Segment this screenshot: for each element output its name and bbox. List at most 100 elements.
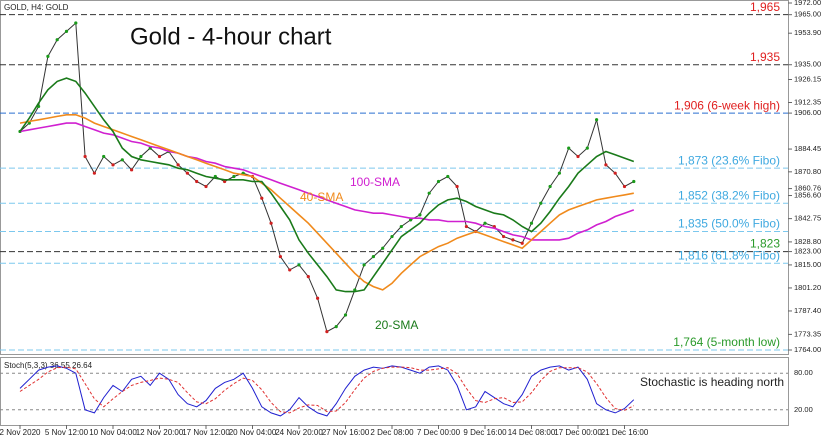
stoch-tick-label: 80.00 <box>794 368 813 377</box>
price-point <box>260 196 264 200</box>
stoch-line <box>19 366 635 414</box>
price-point <box>74 21 78 25</box>
price-point <box>632 179 636 184</box>
stoch-frame <box>0 357 789 426</box>
price-point <box>567 146 571 150</box>
x-tick-label: 20 Nov 04:00 <box>229 428 277 437</box>
x-tick-label: 27 Nov 16:00 <box>322 428 370 437</box>
price-point <box>362 263 366 267</box>
x-tick-label: 14 Dec 08:00 <box>508 428 556 437</box>
price-point <box>399 224 403 229</box>
price-point <box>111 163 115 167</box>
price-point <box>102 154 106 159</box>
price-point <box>278 254 282 259</box>
price-point <box>529 221 534 225</box>
y-tick-label: 1912.35 <box>794 97 821 106</box>
price-point <box>511 238 515 242</box>
y-tick-label: 1870.80 <box>794 167 821 176</box>
x-tick-label: 24 Nov 20:00 <box>275 428 323 437</box>
y-tick-label: 1935.00 <box>794 60 821 69</box>
y-tick-label: 1815.00 <box>794 260 821 269</box>
main-frame <box>0 0 789 355</box>
y-tick-label: 1965.00 <box>794 10 821 19</box>
price-point <box>157 154 162 159</box>
price-point <box>483 221 487 225</box>
level-label: 1,816 (61.8% Fibo) <box>678 248 780 262</box>
price-point <box>288 268 292 272</box>
price-point <box>297 263 301 267</box>
price-point <box>585 146 589 150</box>
price-point <box>204 184 208 189</box>
price-point <box>306 274 310 279</box>
level-label: 1,873 (23.6% Fibo) <box>678 153 780 167</box>
price-point <box>139 154 143 159</box>
price-point <box>334 325 338 329</box>
price-point <box>269 221 273 225</box>
price-point <box>604 163 608 167</box>
y-tick-label: 1787.40 <box>794 306 821 315</box>
price-point <box>595 118 599 122</box>
price-point <box>520 241 524 245</box>
x-tick-label: 7 Dec 00:00 <box>417 428 461 437</box>
level-label: 1,764 (5-month low) <box>673 335 780 349</box>
price-point <box>436 179 441 184</box>
price-point <box>548 184 552 189</box>
y-tick-label: 1856.60 <box>794 191 821 200</box>
price-point <box>55 38 59 42</box>
x-tick-label: 5 Nov 12:00 <box>45 428 89 437</box>
price-point <box>446 174 450 179</box>
y-tick-label: 1860.76 <box>794 184 821 193</box>
y-tick-label: 1972.00 <box>794 0 821 7</box>
y-tick-label: 1801.20 <box>794 283 821 292</box>
level-label: 1,906 (6-week high) <box>674 98 780 112</box>
y-tick-label: 1842.75 <box>794 214 821 223</box>
price-point <box>381 246 385 250</box>
price-point <box>176 163 180 167</box>
y-tick-label: 1773.35 <box>794 329 821 338</box>
x-tick-label: 9 Dec 16:00 <box>463 428 507 437</box>
y-tick-label: 1953.90 <box>794 28 821 37</box>
x-tick-label: 17 Dec 00:00 <box>554 428 602 437</box>
price-point <box>64 29 69 33</box>
y-tick-label: 1764.00 <box>794 345 821 354</box>
price-point <box>232 174 236 179</box>
price-point <box>223 179 227 184</box>
level-label: 1,935 <box>750 50 780 64</box>
price-point <box>557 171 562 175</box>
price-point <box>325 330 329 334</box>
symbol: GOLD, H4: GOLD <box>4 3 69 12</box>
x-tick-label: 2 Dec 08:00 <box>370 428 414 437</box>
level-label: 1,965 <box>750 0 780 14</box>
x-tick-label: 2 Nov 2020 <box>0 428 41 437</box>
price-point <box>120 158 124 162</box>
level-label: 1,852 (38.2% Fibo) <box>678 188 780 202</box>
price-point <box>539 201 543 205</box>
y-tick-label: 1926.15 <box>794 74 821 83</box>
price-point <box>185 171 189 175</box>
sma-line <box>19 114 634 291</box>
price-point <box>409 218 413 222</box>
price-point <box>502 234 506 239</box>
price-point <box>455 184 459 189</box>
price-point <box>195 179 199 184</box>
stoch-tick-label: 20.00 <box>794 405 813 414</box>
price-point <box>427 191 431 195</box>
level-label: 1,835 (50.0% Fibo) <box>678 217 780 231</box>
chart-title: Gold - 4-hour chart <box>130 23 332 50</box>
sma-line <box>19 77 635 293</box>
price-point <box>464 224 468 229</box>
stoch-annotation: Stochastic is heading north <box>640 375 784 389</box>
price-point <box>92 171 96 175</box>
stoch-label: Stoch(5,3,3) 36.55 26.64 <box>4 361 93 370</box>
x-tick-label: 21 Dec 16:00 <box>601 428 649 437</box>
price-point <box>83 154 87 159</box>
price-point <box>418 213 422 217</box>
x-tick-label: 12 Nov 20:00 <box>136 428 184 437</box>
sma-label: 100-SMA <box>350 175 400 189</box>
y-tick-label: 1906.00 <box>794 108 821 117</box>
x-tick-label: 10 Nov 04:00 <box>89 428 137 437</box>
level-label: 1,823 <box>750 237 780 251</box>
price-point <box>371 254 375 259</box>
y-tick-label: 1828.80 <box>794 237 821 246</box>
